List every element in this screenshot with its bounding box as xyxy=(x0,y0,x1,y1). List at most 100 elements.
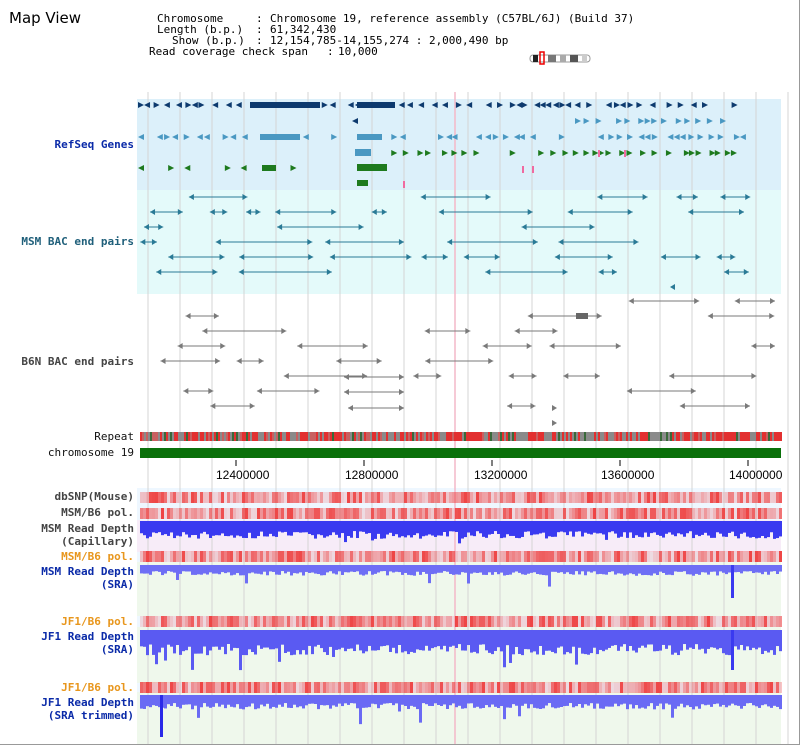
repeat-segment xyxy=(366,432,368,441)
pol-cell xyxy=(554,551,557,562)
depth-bar xyxy=(302,630,305,651)
depth-bar xyxy=(230,695,233,707)
pol-cell xyxy=(539,616,542,627)
pol-cell xyxy=(302,682,305,693)
repeat-segment xyxy=(192,432,194,441)
pol-cell xyxy=(641,616,644,627)
pol-cell xyxy=(278,616,281,627)
depth-bar xyxy=(404,565,407,573)
pol-cell xyxy=(629,492,632,503)
pol-cell xyxy=(263,551,266,562)
repeat-segment xyxy=(210,432,212,441)
depth-bar xyxy=(740,565,743,574)
feature-arrow xyxy=(552,405,557,411)
depth-bar xyxy=(749,630,752,651)
track-label-msm-depth-sra-sub: (SRA) xyxy=(100,578,134,591)
feature-arrow xyxy=(376,358,382,364)
pol-cell xyxy=(503,616,506,627)
pol-cell xyxy=(173,508,176,519)
depth-bar xyxy=(383,695,386,704)
repeat-segment xyxy=(224,432,226,441)
repeat-segment xyxy=(152,432,154,441)
feature-arrow xyxy=(362,343,368,349)
pol-cell xyxy=(206,492,209,503)
pol-cell xyxy=(179,492,182,503)
repeat-segment xyxy=(638,432,640,441)
pol-cell xyxy=(767,492,770,503)
depth-bar xyxy=(647,565,650,576)
pol-cell xyxy=(530,682,533,693)
pol-cell xyxy=(308,682,311,693)
pol-cell xyxy=(182,508,185,519)
depth-bar xyxy=(371,630,374,651)
repeat-segment xyxy=(354,432,356,441)
depth-bar xyxy=(347,565,350,573)
pol-cell xyxy=(569,492,572,503)
depth-bar xyxy=(758,565,761,573)
depth-bar xyxy=(407,565,410,575)
depth-bar xyxy=(365,565,368,575)
pol-cell xyxy=(470,492,473,503)
pol-cell xyxy=(188,551,191,562)
pol-cell xyxy=(557,551,560,562)
pol-cell xyxy=(443,492,446,503)
pol-cell xyxy=(347,492,350,503)
depth-bar xyxy=(335,695,338,707)
depth-bar xyxy=(512,565,515,573)
feature-arrow xyxy=(518,134,525,140)
pol-cell xyxy=(332,682,335,693)
pol-cell xyxy=(599,682,602,693)
depth-bar xyxy=(560,521,563,532)
depth-bar xyxy=(326,695,329,706)
pol-cell xyxy=(698,551,701,562)
depth-bar xyxy=(167,695,170,705)
pol-cell xyxy=(167,682,170,693)
depth-bar xyxy=(269,695,272,709)
feature-arrow xyxy=(695,150,702,156)
pol-cell xyxy=(311,682,314,693)
pol-cell xyxy=(680,616,683,627)
pol-cell xyxy=(581,551,584,562)
depth-bar xyxy=(437,565,440,573)
depth-bar xyxy=(506,695,509,708)
pol-cell xyxy=(734,508,737,519)
pol-cell xyxy=(749,508,752,519)
depth-bar xyxy=(401,630,404,653)
pol-cell xyxy=(464,616,467,627)
chromosome-value: Chromosome 19, reference assembly (C57BL… xyxy=(270,12,635,25)
pol-cell xyxy=(485,616,488,627)
pol-cell xyxy=(197,551,200,562)
depth-bar xyxy=(632,630,635,651)
depth-bar xyxy=(482,695,485,708)
pol-cell xyxy=(278,492,281,503)
pol-cell xyxy=(392,492,395,503)
repeat-segment xyxy=(540,432,542,441)
feature-arrow xyxy=(212,269,218,275)
depth-bar xyxy=(155,521,158,534)
feature-arrow xyxy=(633,239,639,245)
depth-bar xyxy=(554,630,557,654)
depth-bar xyxy=(425,695,428,705)
pol-cell xyxy=(779,492,782,503)
repeat-segment xyxy=(360,432,362,441)
pol-cell xyxy=(443,616,446,627)
repeat-segment xyxy=(572,432,574,441)
pol-cell xyxy=(500,508,503,519)
depth-bar xyxy=(296,630,299,651)
pol-cell xyxy=(281,616,284,627)
depth-bar xyxy=(524,521,527,532)
repeat-segment xyxy=(680,432,682,441)
depth-bar xyxy=(248,521,251,533)
pol-cell xyxy=(467,508,470,519)
depth-bar xyxy=(755,565,758,573)
feature-arrow xyxy=(175,102,182,108)
feature-arrow xyxy=(667,134,674,140)
depth-bar xyxy=(560,630,563,647)
pol-cell xyxy=(320,492,323,503)
repeat-segment xyxy=(612,432,614,441)
pol-cell xyxy=(272,682,275,693)
feature-arrow xyxy=(720,118,727,124)
repeat-segment xyxy=(658,432,660,441)
repeat-segment xyxy=(222,432,224,441)
